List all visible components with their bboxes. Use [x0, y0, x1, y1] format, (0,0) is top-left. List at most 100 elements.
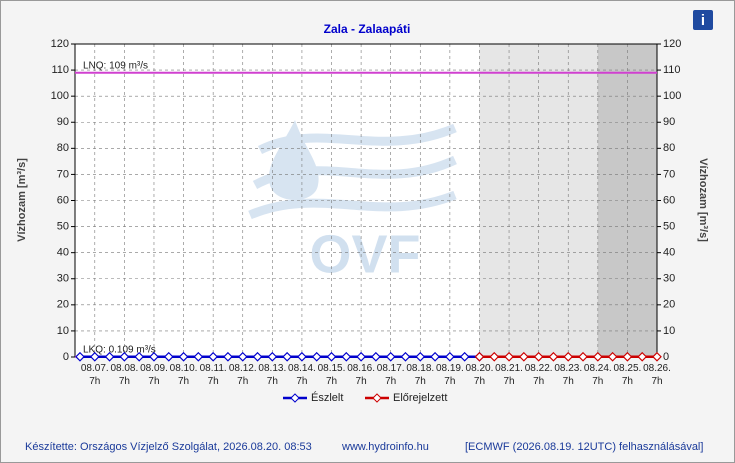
x-tick-label: 08.19. 7h — [435, 363, 464, 387]
data-point — [578, 351, 588, 362]
x-tick-label: 08.25. 7h — [613, 363, 642, 387]
x-tick-label: 08.20. 7h — [465, 363, 494, 387]
chart-title: Zala - Zalaapáti — [324, 22, 411, 36]
watermark: OVF — [309, 224, 420, 284]
data-point — [193, 351, 204, 362]
legend-marker — [372, 393, 382, 403]
y-tick-label: 50 — [57, 220, 69, 232]
x-tick-label: 08.14. 7h — [288, 363, 316, 387]
data-point — [607, 351, 618, 362]
y2-axis-label: Vízhozam [m³/s] — [697, 158, 709, 242]
data-point — [518, 351, 529, 362]
y2-tick-label: 30 — [663, 273, 675, 285]
data-point — [267, 351, 278, 362]
data-point — [163, 351, 174, 362]
info-icon[interactable]: i — [701, 12, 705, 29]
data-point — [400, 351, 411, 362]
x-tick-label: 08.26. 7h — [643, 363, 671, 387]
data-point — [563, 351, 574, 362]
data-point — [326, 351, 337, 362]
data-point — [89, 351, 100, 362]
y-tick-label: 90 — [57, 116, 69, 128]
x-tick-label: 08.09. 7h — [140, 363, 168, 387]
y-tick-label: 30 — [57, 273, 69, 285]
x-tick-label: 08.15. 7h — [317, 363, 346, 387]
footer-url[interactable]: www.hydroinfo.hu — [341, 441, 429, 453]
data-point — [356, 351, 366, 362]
y-tick-label: 70 — [57, 168, 69, 180]
y-tick-label: 20 — [57, 299, 69, 311]
data-point — [178, 351, 189, 362]
y-tick-label: 40 — [57, 247, 69, 259]
data-point — [311, 351, 322, 362]
data-point — [104, 351, 115, 362]
y2-tick-label: 60 — [663, 194, 675, 206]
y2-tick-label: 110 — [663, 64, 681, 76]
data-point — [430, 351, 440, 362]
y-tick-label: 100 — [51, 90, 69, 102]
data-point — [223, 351, 233, 362]
data-point — [652, 351, 662, 362]
y2-tick-label: 0 — [663, 351, 669, 363]
data-point — [237, 351, 248, 362]
y2-tick-label: 10 — [663, 325, 675, 337]
x-tick-label: 08.22. 7h — [524, 363, 553, 387]
data-point — [252, 351, 263, 362]
data-point — [592, 351, 603, 362]
x-tick-label: 08.21. 7h — [495, 363, 523, 387]
y-tick-label: 10 — [57, 325, 69, 337]
x-tick-label: 08.11. 7h — [199, 363, 227, 387]
data-point — [459, 351, 470, 362]
legend-marker — [290, 393, 300, 403]
y2-tick-label: 80 — [663, 142, 675, 154]
y2-tick-label: 100 — [663, 90, 681, 102]
x-tick-label: 08.16. 7h — [347, 363, 375, 387]
y-tick-label: 0 — [63, 351, 69, 363]
y-axis-label: Vízhozam [m³/s] — [16, 158, 28, 242]
legend-label: Előrejelzett — [393, 392, 447, 404]
data-point — [75, 351, 85, 362]
x-tick-label: 08.17. 7h — [376, 363, 405, 387]
data-point — [622, 351, 633, 362]
y-tick-label: 60 — [57, 194, 69, 206]
threshold-label: LNQ: 109 m³/s — [83, 60, 148, 71]
data-point — [415, 351, 426, 362]
data-point — [134, 351, 145, 362]
footer-source: [ECMWF (2026.08.19. 12UTC) felhasználásá… — [465, 441, 703, 453]
y-tick-label: 110 — [51, 64, 69, 76]
legend-label: Észlelt — [311, 391, 343, 404]
data-point — [208, 351, 219, 362]
footer-author: Készítette: Országos Vízjelző Szolgálat,… — [25, 441, 312, 453]
data-point — [637, 351, 648, 362]
x-tick-label: 08.12. 7h — [228, 363, 257, 387]
y2-tick-label: 40 — [663, 247, 675, 259]
data-point — [504, 351, 514, 362]
watermark-logo — [248, 120, 457, 220]
data-point — [149, 351, 159, 362]
x-tick-label: 08.18. 7h — [406, 363, 435, 387]
data-point — [489, 351, 500, 362]
x-tick-label: 08.07. 7h — [80, 363, 109, 387]
y2-tick-label: 20 — [663, 299, 675, 311]
data-point — [445, 351, 455, 362]
data-point — [297, 351, 307, 362]
x-tick-label: 08.10. 7h — [169, 363, 198, 387]
x-tick-label: 08.24. 7h — [583, 363, 612, 387]
data-point — [119, 351, 130, 362]
x-tick-label: 08.08. 7h — [110, 363, 139, 387]
data-point — [341, 351, 352, 362]
data-point — [385, 351, 396, 362]
data-point — [474, 351, 485, 362]
y2-tick-label: 50 — [663, 220, 675, 232]
data-point — [371, 351, 381, 362]
y2-tick-label: 120 — [663, 38, 681, 50]
x-tick-label: 08.13. 7h — [258, 363, 287, 387]
x-tick-label: 08.23. 7h — [554, 363, 583, 387]
threshold-label: LKQ: 0.109 m³/s — [83, 344, 156, 355]
y2-tick-label: 90 — [663, 116, 675, 128]
info-button[interactable] — [693, 10, 713, 30]
data-point — [282, 351, 292, 362]
y-tick-label: 80 — [57, 142, 69, 154]
y-tick-label: 120 — [51, 38, 69, 50]
